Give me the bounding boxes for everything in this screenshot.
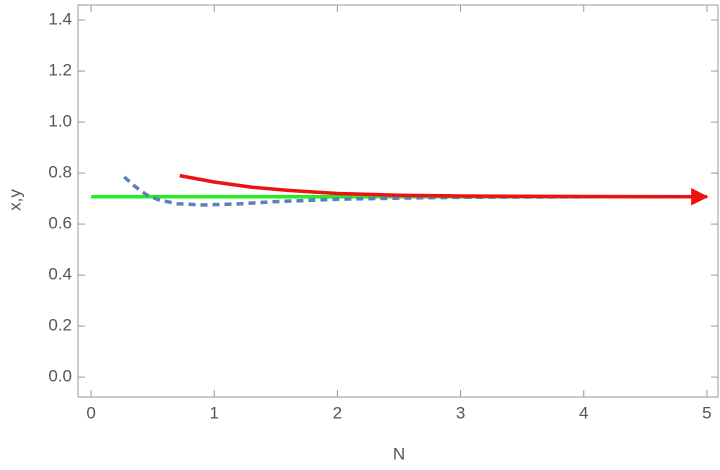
x-tick-label: 3 <box>456 403 465 422</box>
y-tick-label: 0.2 <box>48 316 72 335</box>
series-line <box>179 173 709 206</box>
x-tick-label: 2 <box>333 403 342 422</box>
plot-frame <box>77 4 719 398</box>
y-tick-label: 0.8 <box>48 163 72 182</box>
y-tick-label: 0.4 <box>48 265 72 284</box>
x-tick-label: 1 <box>209 403 218 422</box>
y-tick-label: 0.6 <box>48 214 72 233</box>
y-tick-label: 1.2 <box>48 61 72 80</box>
y-tick-label: 1.4 <box>48 10 72 29</box>
x-tick-label: 4 <box>579 403 588 422</box>
series-line <box>123 175 707 207</box>
y-tick-label: 1.0 <box>48 112 72 131</box>
y-axis-label: x,y <box>5 189 24 211</box>
x-axis-label: N <box>393 444 405 463</box>
y-tick-label: 0.0 <box>48 367 72 386</box>
x-tick-label: 5 <box>702 403 711 422</box>
x-tick-label: 0 <box>86 403 95 422</box>
